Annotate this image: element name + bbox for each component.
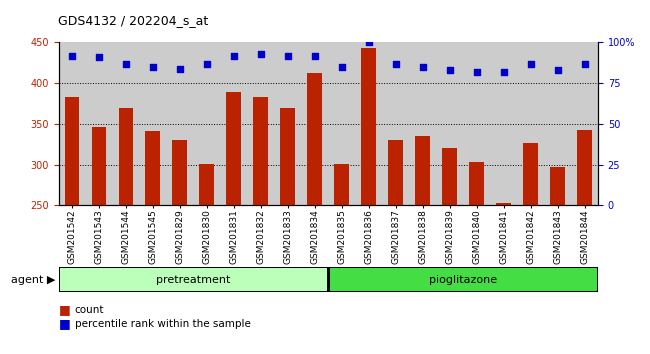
Point bbox=[202, 61, 212, 67]
Bar bbox=[226, 92, 241, 354]
Bar bbox=[550, 167, 565, 354]
Point bbox=[175, 66, 185, 72]
Point bbox=[417, 64, 428, 70]
Point bbox=[309, 53, 320, 58]
Text: pretreatment: pretreatment bbox=[156, 275, 231, 285]
Bar bbox=[200, 164, 214, 354]
Bar bbox=[469, 162, 484, 354]
Bar bbox=[496, 203, 511, 354]
Bar bbox=[172, 140, 187, 354]
Point bbox=[94, 54, 104, 60]
Text: GDS4132 / 202204_s_at: GDS4132 / 202204_s_at bbox=[58, 14, 209, 27]
Point bbox=[471, 69, 482, 75]
Point bbox=[363, 40, 374, 45]
Text: percentile rank within the sample: percentile rank within the sample bbox=[75, 319, 251, 329]
Point bbox=[445, 67, 455, 73]
Bar bbox=[307, 73, 322, 354]
Point bbox=[121, 61, 131, 67]
Point bbox=[283, 53, 293, 58]
Bar bbox=[254, 97, 268, 354]
Point bbox=[229, 53, 239, 58]
Text: agent ▶: agent ▶ bbox=[11, 275, 55, 285]
Bar bbox=[118, 108, 133, 354]
Text: ■: ■ bbox=[58, 318, 70, 330]
Bar bbox=[146, 131, 161, 354]
Bar bbox=[64, 97, 79, 354]
Point bbox=[391, 61, 401, 67]
Bar bbox=[334, 164, 349, 354]
Bar bbox=[280, 108, 295, 354]
Point bbox=[148, 64, 158, 70]
Point bbox=[552, 67, 563, 73]
Point bbox=[579, 61, 590, 67]
Text: pioglitazone: pioglitazone bbox=[429, 275, 497, 285]
Bar bbox=[577, 130, 592, 354]
Bar bbox=[92, 127, 107, 354]
Point bbox=[337, 64, 347, 70]
Text: ■: ■ bbox=[58, 303, 70, 316]
Point bbox=[499, 69, 509, 75]
Point bbox=[255, 51, 266, 57]
Bar bbox=[442, 148, 457, 354]
Bar bbox=[415, 136, 430, 354]
Point bbox=[67, 53, 77, 58]
Text: count: count bbox=[75, 305, 104, 315]
Bar bbox=[388, 140, 403, 354]
Point bbox=[525, 61, 536, 67]
Bar bbox=[523, 143, 538, 354]
Bar bbox=[361, 48, 376, 354]
